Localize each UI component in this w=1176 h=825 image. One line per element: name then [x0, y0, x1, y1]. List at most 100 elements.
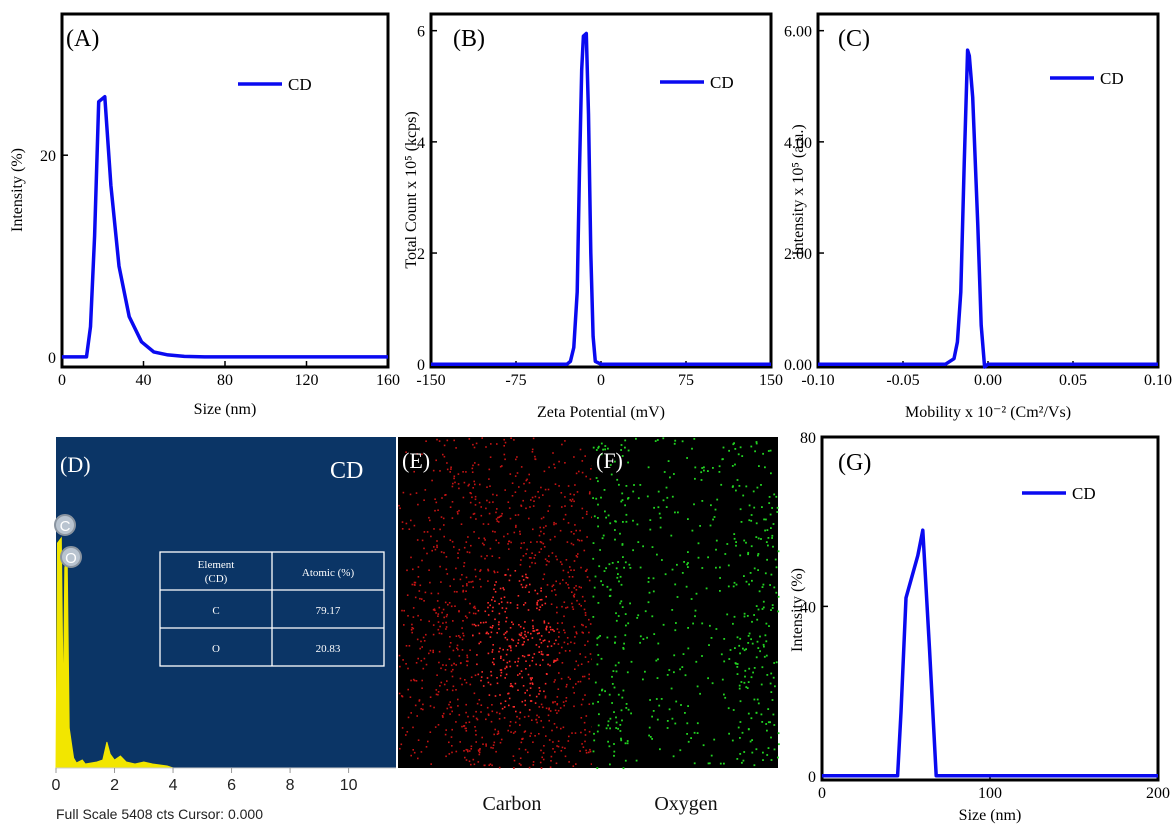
carbon-dot — [499, 713, 501, 715]
oxygen-dot — [703, 466, 705, 468]
oxygen-dot — [765, 634, 767, 636]
oxygen-dot — [637, 541, 639, 543]
oxygen-dot — [669, 477, 671, 479]
oxygen-dot — [734, 464, 736, 466]
oxygen-dot — [674, 629, 676, 631]
carbon-dot — [565, 756, 567, 758]
carbon-dot — [589, 703, 591, 705]
carbon-dot — [426, 746, 428, 748]
carbon-dot — [450, 707, 452, 709]
carbon-dot — [530, 633, 532, 635]
oxygen-dot — [775, 559, 777, 561]
carbon-dot — [466, 583, 468, 585]
carbon-dot — [510, 683, 512, 685]
carbon-dot — [423, 548, 425, 550]
carbon-dot — [547, 584, 549, 586]
oxygen-dot — [723, 661, 725, 663]
carbon-dot — [460, 662, 462, 664]
carbon-dot — [436, 674, 438, 676]
oxygen-dot — [741, 681, 743, 683]
oxygen-dot — [728, 586, 730, 588]
oxygen-dot — [658, 491, 660, 493]
carbon-dot — [567, 572, 569, 574]
carbon-map — [398, 437, 592, 768]
carbon-dot — [481, 437, 483, 439]
carbon-dot — [411, 629, 413, 631]
carbon-dot — [450, 539, 452, 541]
carbon-dot — [554, 643, 556, 645]
oxygen-dot — [627, 498, 629, 500]
carbon-dot — [436, 694, 438, 696]
carbon-dot — [455, 568, 457, 570]
carbon-dot — [539, 551, 541, 553]
carbon-dot — [575, 530, 577, 532]
oxygen-dot — [744, 649, 746, 651]
oxygen-dot — [690, 737, 692, 739]
oxygen-dot — [770, 683, 772, 685]
oxygen-dot — [763, 584, 765, 586]
oxygen-dot — [653, 591, 655, 593]
carbon-dot — [519, 673, 521, 675]
oxygen-dot — [687, 648, 689, 650]
carbon-dot — [416, 662, 418, 664]
carbon-dot — [490, 443, 492, 445]
oxygen-dot — [605, 567, 607, 569]
oxygen-dot — [764, 530, 766, 532]
carbon-dot — [490, 636, 492, 638]
oxygen-dot — [620, 730, 622, 732]
carbon-dot — [515, 645, 517, 647]
carbon-dot — [498, 603, 500, 605]
carbon-dot — [527, 639, 529, 641]
oxygen-dot — [757, 647, 759, 649]
carbon-dot — [567, 541, 569, 543]
oxygen-dot — [651, 615, 653, 617]
carbon-dot — [498, 731, 500, 733]
oxygen-dot — [776, 566, 778, 568]
carbon-dot — [554, 701, 556, 703]
carbon-dot — [480, 506, 482, 508]
carbon-dot — [475, 496, 477, 498]
oxygen-dot — [773, 662, 775, 664]
carbon-dot — [450, 506, 452, 508]
carbon-dot — [487, 677, 489, 679]
carbon-dot — [581, 663, 583, 665]
oxygen-dot — [774, 749, 776, 751]
carbon-dot — [529, 735, 531, 737]
carbon-dot — [408, 717, 410, 719]
carbon-dot — [440, 668, 442, 670]
oxygen-dot — [619, 533, 621, 535]
eds-x-tick-label: 0 — [52, 777, 61, 794]
oxygen-dot — [649, 727, 651, 729]
carbon-dot — [501, 598, 503, 600]
oxygen-dot — [748, 713, 750, 715]
oxygen-dot — [743, 760, 745, 762]
oxygen-dot — [753, 507, 755, 509]
carbon-dot — [570, 493, 572, 495]
panel-label: (A) — [66, 26, 99, 52]
carbon-dot — [465, 599, 467, 601]
oxygen-dot — [640, 567, 642, 569]
carbon-dot — [471, 746, 473, 748]
plot-frame — [822, 437, 1158, 780]
carbon-dot — [485, 611, 487, 613]
oxygen-dot — [596, 644, 598, 646]
carbon-dot — [562, 579, 564, 581]
oxygen-dot — [686, 722, 688, 724]
carbon-dot — [470, 493, 472, 495]
carbon-dot — [449, 658, 451, 660]
oxygen-dot — [619, 724, 621, 726]
carbon-dot — [510, 602, 512, 604]
oxygen-dot — [616, 671, 618, 673]
carbon-dot — [447, 440, 449, 442]
carbon-dot — [536, 541, 538, 543]
carbon-dot — [460, 678, 462, 680]
carbon-dot — [407, 668, 409, 670]
oxygen-dot — [620, 739, 622, 741]
carbon-dot — [453, 546, 455, 548]
oxygen-dot — [716, 499, 718, 501]
carbon-dot — [581, 717, 583, 719]
carbon-dot — [450, 467, 452, 469]
oxygen-dot — [766, 559, 768, 561]
oxygen-dot — [645, 610, 647, 612]
